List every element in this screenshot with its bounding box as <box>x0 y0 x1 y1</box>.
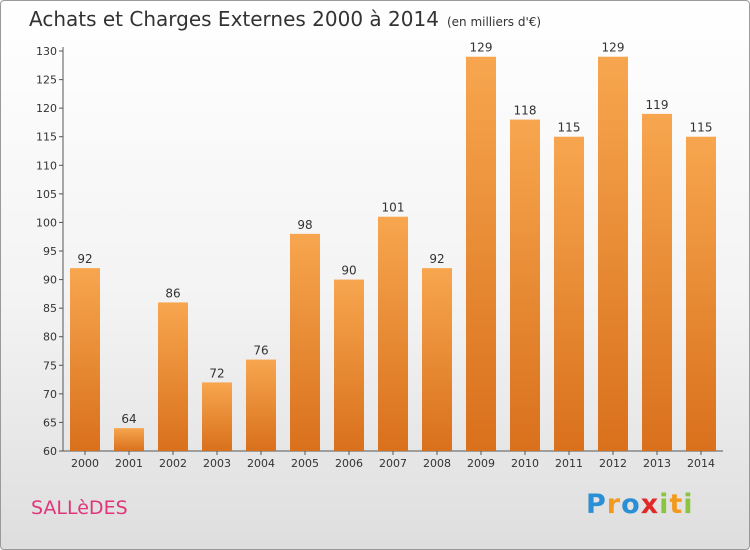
x-tick-label: 2000 <box>71 457 99 470</box>
bar <box>114 428 144 451</box>
logo-letter: i <box>683 489 694 520</box>
data-label: 64 <box>121 412 136 426</box>
data-label: 92 <box>429 252 444 266</box>
data-label: 76 <box>253 344 268 358</box>
bar <box>466 56 496 451</box>
logo-letter: i <box>659 489 670 520</box>
bar <box>510 119 540 452</box>
x-tick-label: 2004 <box>247 457 275 470</box>
bar <box>598 56 628 451</box>
data-label: 98 <box>297 218 312 232</box>
bar <box>642 113 672 451</box>
y-tick-label: 65 <box>43 416 57 429</box>
logo-letter: P <box>586 489 607 520</box>
bar <box>202 382 232 451</box>
logo-letter: o <box>621 489 641 520</box>
data-label: 101 <box>382 201 405 215</box>
x-tick-label: 2002 <box>159 457 187 470</box>
y-tick-label: 60 <box>43 445 57 458</box>
bar <box>70 268 100 451</box>
logo-letter: x <box>640 489 660 520</box>
y-tick-label: 70 <box>43 388 57 401</box>
x-tick-label: 2005 <box>291 457 319 470</box>
bar <box>246 359 276 451</box>
data-label: 72 <box>209 366 224 380</box>
y-tick-label: 120 <box>36 102 57 115</box>
y-tick-label: 130 <box>36 45 57 58</box>
x-tick-label: 2003 <box>203 457 231 470</box>
data-label: 86 <box>165 286 180 300</box>
data-label: 118 <box>514 104 537 118</box>
bar <box>334 279 364 451</box>
x-tick-label: 2009 <box>467 457 495 470</box>
title-text: Achats et Charges Externes 2000 à 2014 <box>29 7 439 31</box>
data-label: 129 <box>470 41 493 55</box>
chart-subtitle: (en milliers d'€) <box>446 15 542 29</box>
y-tick-label: 90 <box>43 274 57 287</box>
y-tick-label: 115 <box>36 131 57 144</box>
data-label: 115 <box>558 121 581 135</box>
data-label: 119 <box>646 98 669 112</box>
logo-letter: r <box>606 489 622 520</box>
proxiti-logo: Proxiti <box>586 489 694 520</box>
bar <box>686 136 716 451</box>
data-label: 129 <box>602 41 625 55</box>
y-tick-label: 100 <box>36 216 57 229</box>
x-tick-label: 2011 <box>555 457 583 470</box>
x-tick-label: 2007 <box>379 457 407 470</box>
logo-letter: t <box>669 489 684 520</box>
commune-name: SALLèDES <box>31 497 128 519</box>
x-tick-label: 2008 <box>423 457 451 470</box>
y-tick-label: 75 <box>43 359 57 372</box>
data-label: 90 <box>341 264 356 278</box>
x-tick-label: 2006 <box>335 457 363 470</box>
bar <box>158 302 188 451</box>
bar <box>378 216 408 451</box>
chart-title: Achats et Charges Externes 2000 à 2014 (e… <box>29 7 541 31</box>
bar <box>554 136 584 451</box>
data-label: 92 <box>77 252 92 266</box>
y-tick-label: 110 <box>36 159 57 172</box>
bar <box>422 268 452 451</box>
y-tick-label: 80 <box>43 331 57 344</box>
y-tick-label: 125 <box>36 74 57 87</box>
data-label: 115 <box>690 121 713 135</box>
x-tick-label: 2010 <box>511 457 539 470</box>
x-tick-label: 2014 <box>687 457 715 470</box>
y-tick-label: 105 <box>36 188 57 201</box>
x-tick-label: 2012 <box>599 457 627 470</box>
y-tick-label: 85 <box>43 302 57 315</box>
y-tick-label: 95 <box>43 245 57 258</box>
bar <box>290 233 320 451</box>
x-tick-label: 2001 <box>115 457 143 470</box>
x-tick-label: 2013 <box>643 457 671 470</box>
